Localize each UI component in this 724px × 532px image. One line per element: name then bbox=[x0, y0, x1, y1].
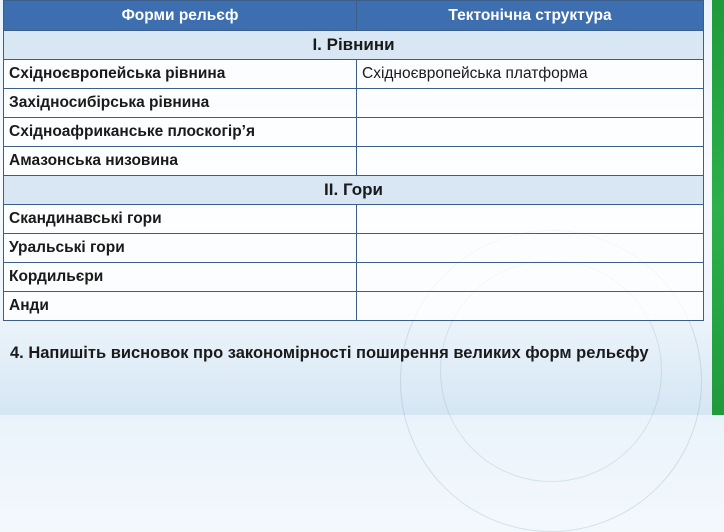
table-row: Уральські гори bbox=[3, 233, 704, 263]
relief-table: Форми рельєф Тектонічна структура І. Рів… bbox=[3, 0, 704, 321]
tectonic-structure-cell[interactable]: Східноєвропейська платформа bbox=[356, 59, 704, 89]
table-row: Амазонська низовина bbox=[3, 146, 704, 176]
relief-form-cell: Кордильєри bbox=[3, 262, 357, 292]
tectonic-structure-cell[interactable] bbox=[356, 146, 704, 176]
tectonic-structure-cell[interactable] bbox=[356, 233, 704, 263]
table-row: Анди bbox=[3, 291, 704, 321]
relief-form-cell: Анди bbox=[3, 291, 357, 321]
task-text: 4. Напишіть висновок про закономірності … bbox=[10, 344, 649, 362]
table-row: Західносибірська рівнина bbox=[3, 88, 704, 118]
header-structure: Тектонічна структура bbox=[356, 0, 704, 31]
section-title: І. Рівнини bbox=[3, 30, 704, 60]
tectonic-structure-cell[interactable] bbox=[356, 204, 704, 234]
tectonic-structure-cell[interactable] bbox=[356, 291, 704, 321]
table-row: Східноєвропейська рівнина Східноєвропейсь… bbox=[3, 59, 704, 89]
relief-form-cell: Скандинавські гори bbox=[3, 204, 357, 234]
relief-form-cell: Східноафриканське плоскогір’я bbox=[3, 117, 357, 147]
table-header-row: Форми рельєф Тектонічна структура bbox=[3, 0, 704, 31]
green-accent-strip bbox=[712, 0, 724, 415]
relief-form-cell: Західносибірська рівнина bbox=[3, 88, 357, 118]
tectonic-structure-cell[interactable] bbox=[356, 117, 704, 147]
relief-form-cell: Уральські гори bbox=[3, 233, 357, 263]
table-row: Скандинавські гори bbox=[3, 204, 704, 234]
table-row: Кордильєри bbox=[3, 262, 704, 292]
table-row: Східноафриканське плоскогір’я bbox=[3, 117, 704, 147]
tectonic-structure-cell[interactable] bbox=[356, 88, 704, 118]
header-forms: Форми рельєф bbox=[3, 0, 357, 31]
section-row: ІІ. Гори bbox=[3, 175, 704, 205]
tectonic-structure-cell[interactable] bbox=[356, 262, 704, 292]
relief-form-cell: Амазонська низовина bbox=[3, 146, 357, 176]
section-row: І. Рівнини bbox=[3, 30, 704, 60]
section-title: ІІ. Гори bbox=[3, 175, 704, 205]
relief-form-cell: Східноєвропейська рівнина bbox=[3, 59, 357, 89]
